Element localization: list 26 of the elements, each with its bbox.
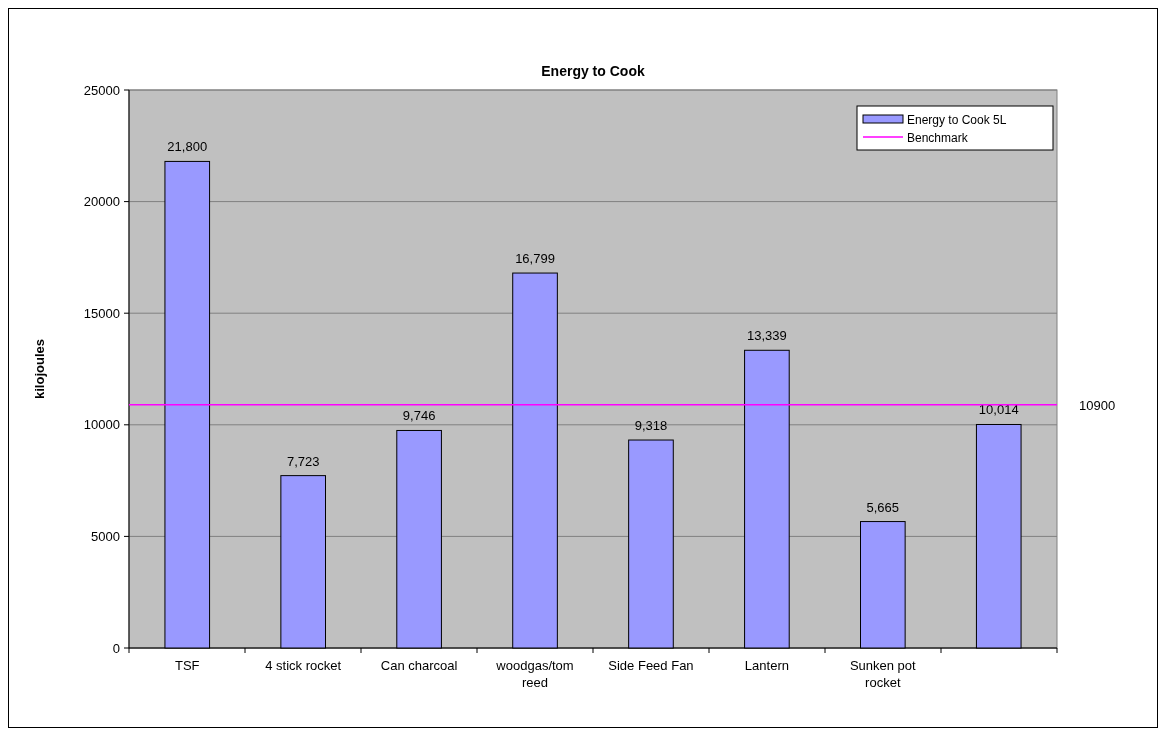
data-label: 21,800 [167, 139, 208, 155]
chart-title: Energy to Cook [541, 63, 645, 79]
data-label: 13,339 [747, 328, 787, 344]
x-tick-label: Sunken pot rocket [849, 658, 917, 690]
x-tick-label: 4 stick rocket [265, 658, 342, 673]
x-tick-label: woodgas/tom reed [495, 658, 574, 690]
y-tick-label: 0 [112, 640, 120, 656]
x-tick-label: TSF [174, 658, 200, 673]
legend-label: Benchmark [907, 130, 969, 145]
data-label: 7,723 [286, 453, 320, 469]
legend-label: Energy to Cook 5L [907, 112, 1007, 127]
data-label: 5,665 [866, 499, 900, 515]
y-tick-label: 15000 [83, 305, 120, 321]
data-label: 10,014 [978, 402, 1019, 418]
x-tick-label: Side Feed Fan [608, 658, 694, 673]
y-tick-label: 20000 [83, 194, 120, 210]
y-tick-label: 10000 [83, 417, 120, 433]
data-label: 9,318 [634, 418, 668, 434]
y-axis-title: kilojoules [32, 339, 47, 399]
x-tick-label: Lantern [744, 658, 789, 673]
x-tick-label: Can charcoal [380, 658, 458, 673]
y-tick-label: 5000 [91, 528, 120, 544]
y-tick-label: 25000 [83, 82, 120, 98]
data-label: 9,746 [402, 408, 436, 424]
data-label: 16,799 [515, 251, 555, 267]
text: 10900 [1079, 397, 1116, 413]
